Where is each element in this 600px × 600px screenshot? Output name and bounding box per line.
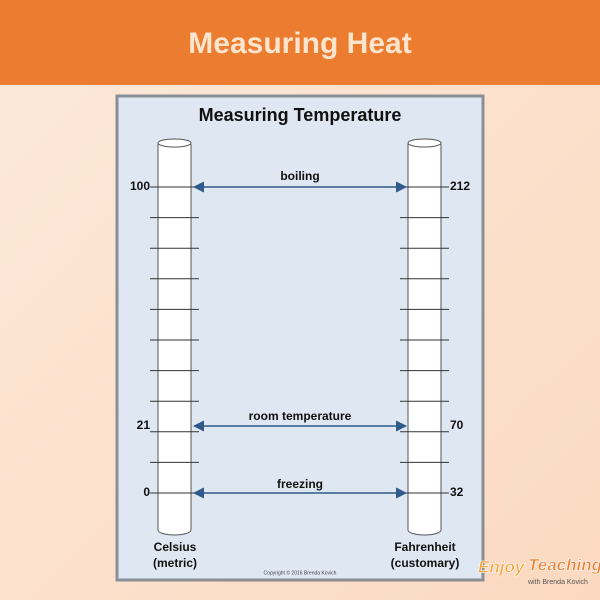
thermometer-top [157,138,192,148]
scale-unit: (customary) [391,556,460,570]
fahrenheit-value: 212 [450,179,470,193]
point-label: boiling [280,169,319,183]
scale-name: Celsius [154,540,197,554]
celsius-value: 0 [143,485,150,499]
copyright: Copyright © 2016 Brenda Kovich [264,569,337,576]
header-bar [0,0,600,85]
fahrenheit-value: 32 [450,485,464,499]
logo: Enjoy Teaching with Brenda Kovich [478,555,600,586]
celsius-value: 21 [137,418,151,432]
thermometer-top [407,138,442,148]
poster-title: Measuring Temperature [199,105,402,125]
point-label: freezing [277,477,323,491]
celsius-value: 100 [130,179,150,193]
logo-first: Enjoy [478,557,526,576]
thermometers [150,138,449,536]
thermometer-tube [407,139,442,536]
logo-byline: with Brenda Kovich [527,579,588,586]
thermometer-tube [157,139,192,536]
scale-unit: (metric) [153,556,197,570]
scale-name: Fahrenheit [394,540,455,554]
fahrenheit-value: 70 [450,418,464,432]
arrows [192,181,408,499]
header-title: Measuring Heat [188,27,411,60]
logo-second: Teaching [528,555,600,574]
point-label: room temperature [249,409,352,423]
